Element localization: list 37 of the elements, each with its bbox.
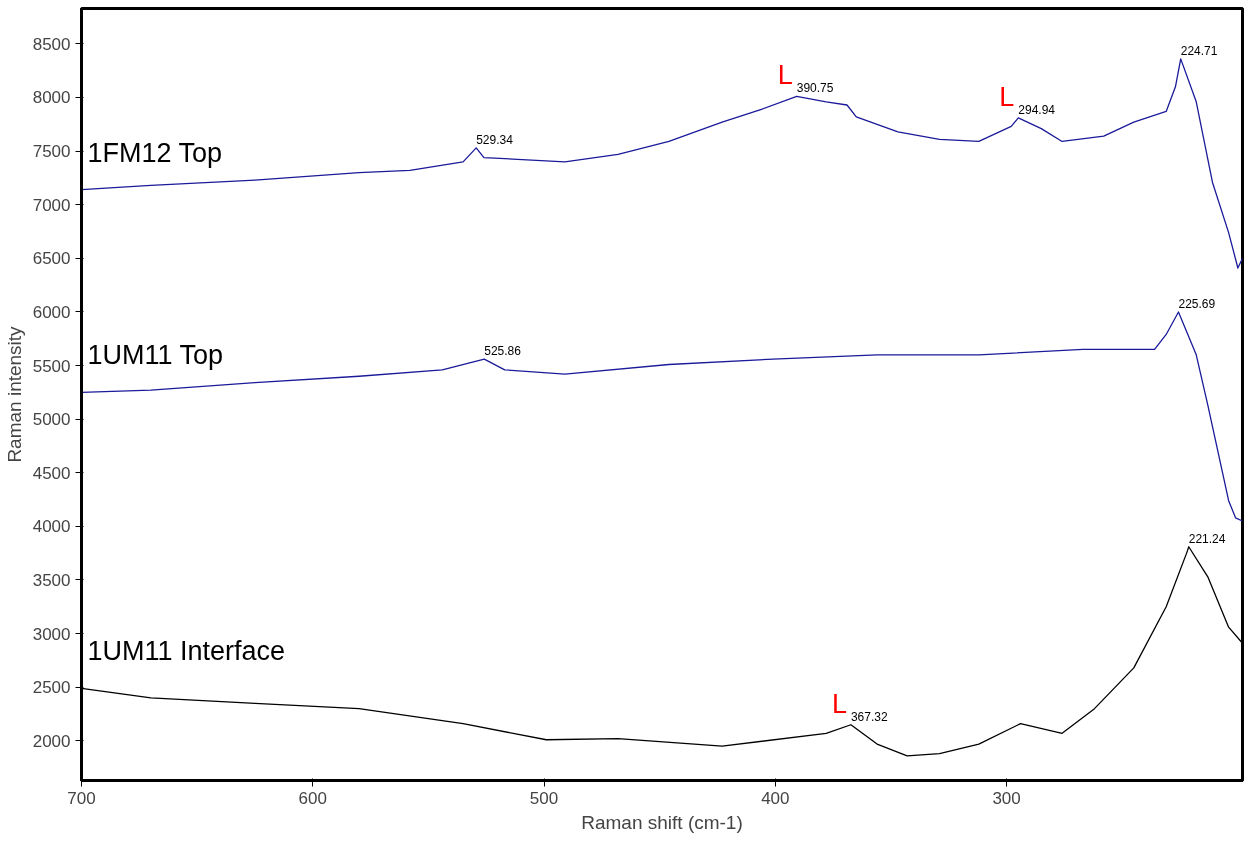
annotation: 390.75 bbox=[796, 81, 834, 96]
y-tick-label: 6000 bbox=[32, 302, 71, 322]
y-tick-label: 3000 bbox=[32, 624, 71, 644]
x-tick-label: 400 bbox=[761, 788, 790, 808]
annotation: L bbox=[831, 688, 847, 719]
y-tick-label: 8000 bbox=[32, 88, 71, 108]
x-tick-label: 500 bbox=[529, 788, 559, 808]
annotation: L bbox=[999, 81, 1015, 112]
annotation: 224.71 bbox=[1180, 43, 1218, 58]
x-tick-label: 300 bbox=[992, 788, 1021, 808]
series-label: 1UM11 Top bbox=[87, 340, 224, 371]
annotation: 294.94 bbox=[1018, 102, 1056, 117]
y-tick-label: 7500 bbox=[32, 142, 71, 162]
y-tick-label: 3500 bbox=[32, 570, 71, 590]
y-tick-label: 5500 bbox=[32, 356, 71, 376]
annotation: 367.32 bbox=[850, 709, 888, 724]
y-tick-label: 4000 bbox=[32, 517, 71, 537]
annotation: 225.69 bbox=[1178, 296, 1216, 311]
y-tick-label: 7000 bbox=[32, 195, 71, 215]
annotation: L bbox=[777, 60, 793, 91]
y-tick-label: 6500 bbox=[32, 249, 71, 269]
series-label: 1UM11 Interface bbox=[87, 636, 286, 667]
line-series bbox=[81, 58, 1243, 269]
annotation: 525.86 bbox=[484, 344, 522, 359]
y-tick-label: 2000 bbox=[32, 731, 71, 751]
y-axis-title: Raman intensity bbox=[3, 325, 25, 463]
y-tick-label: 8500 bbox=[32, 34, 71, 54]
line-series bbox=[81, 311, 1243, 522]
y-tick-label: 4500 bbox=[32, 463, 71, 483]
x-axis-title: Raman shift (cm-1) bbox=[581, 811, 743, 833]
y-tick-label: 2500 bbox=[32, 678, 71, 698]
annotation: 529.34 bbox=[476, 132, 514, 147]
x-tick-label: 600 bbox=[298, 788, 327, 808]
series-label: 1FM12 Top bbox=[87, 137, 223, 168]
annotation: 221.24 bbox=[1188, 531, 1226, 546]
x-tick-label: 700 bbox=[67, 788, 96, 808]
y-tick-label: 5000 bbox=[32, 410, 71, 430]
